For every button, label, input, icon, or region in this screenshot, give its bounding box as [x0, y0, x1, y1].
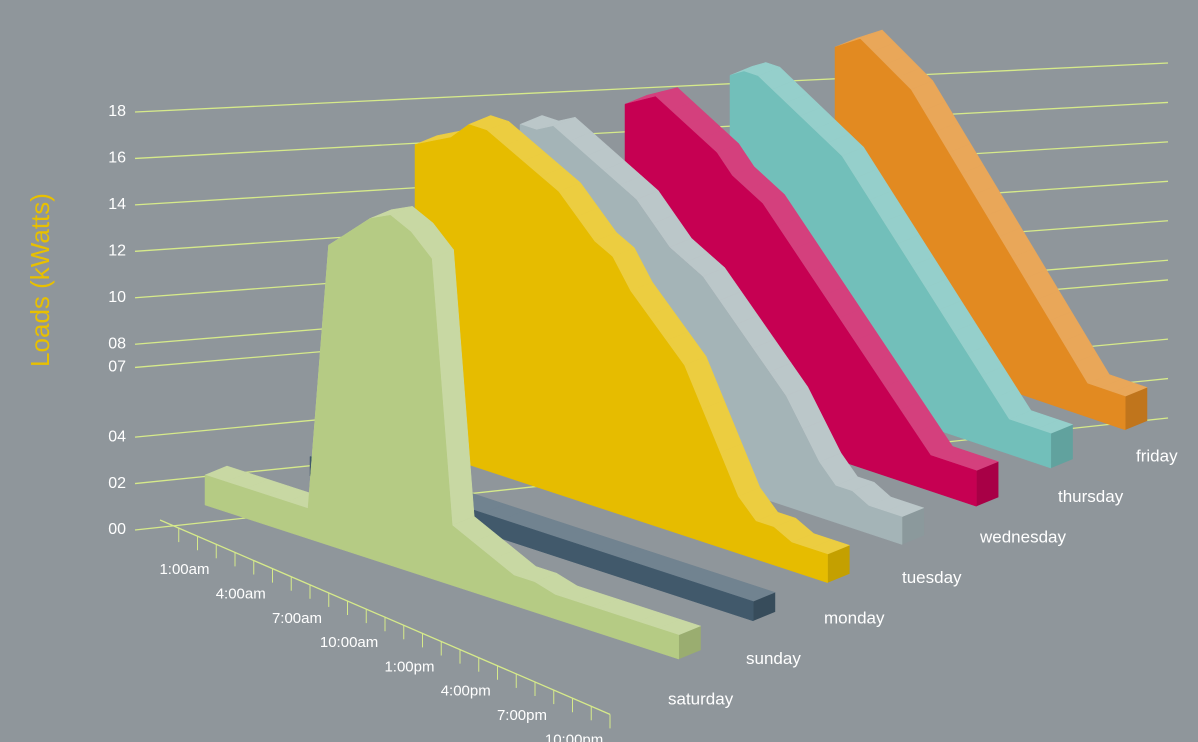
x-tick-label: 10:00pm — [545, 731, 603, 742]
y-tick-label: 02 — [108, 475, 126, 492]
y-tick-label: 00 — [108, 521, 126, 538]
y-tick-label: 14 — [108, 196, 126, 213]
ribbon-end — [1050, 424, 1073, 469]
x-tick-label: 7:00am — [272, 610, 322, 627]
ribbon-end — [827, 545, 850, 583]
y-tick-label: 16 — [108, 150, 126, 167]
y-tick-label: 04 — [108, 428, 126, 445]
series-label: wednesday — [979, 527, 1067, 546]
x-tick-label: 4:00pm — [441, 683, 491, 700]
ribbon-end — [902, 507, 925, 545]
ribbon-face — [204, 215, 680, 660]
y-tick-label: 12 — [108, 243, 126, 260]
y-tick-label: 10 — [108, 289, 126, 306]
series-label: friday — [1136, 446, 1178, 465]
ribbon-end — [1125, 387, 1148, 430]
y-tick-label: 07 — [108, 359, 126, 376]
ribbon-end — [678, 626, 701, 660]
x-tick-label: 10:00am — [320, 634, 378, 651]
ribbon-end — [976, 461, 999, 507]
series-label: sunday — [746, 649, 801, 668]
ribbon-face — [414, 124, 828, 584]
x-tick-label: 4:00am — [216, 585, 266, 602]
x-tick-label: 1:00pm — [384, 658, 434, 675]
series-label: monday — [824, 608, 885, 627]
x-tick-label: 7:00pm — [497, 707, 547, 724]
y-tick-label: 08 — [108, 335, 126, 352]
series-label: thursday — [1058, 487, 1124, 506]
series-label: tuesday — [902, 568, 962, 587]
series-label: saturday — [668, 689, 734, 708]
x-tick-label: 1:00am — [159, 561, 209, 578]
y-tick-label: 18 — [108, 103, 126, 120]
grid-line — [134, 62, 1169, 113]
ribbon-end — [753, 592, 776, 621]
y-axis-label: Loads (kWatts) — [25, 193, 55, 367]
